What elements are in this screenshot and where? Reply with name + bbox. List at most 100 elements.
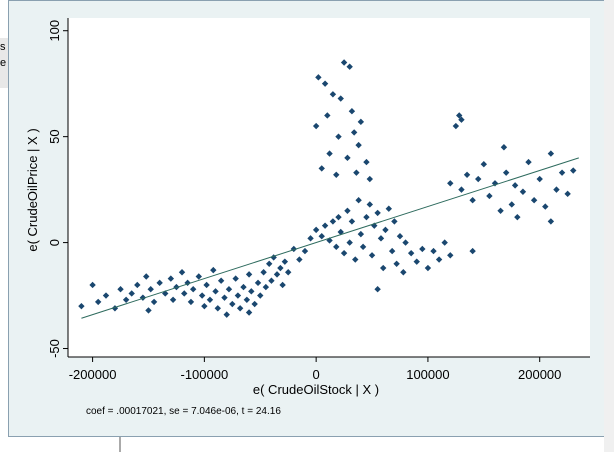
- point: [355, 141, 362, 149]
- point: [350, 129, 358, 136]
- point: [147, 286, 154, 293]
- point: [212, 288, 219, 295]
- point: [366, 201, 373, 208]
- point: [374, 209, 381, 217]
- point: [502, 169, 510, 176]
- point: [254, 279, 262, 287]
- point: [333, 243, 340, 251]
- y-axis-title: e( CrudeOilPrice | X ): [25, 128, 40, 251]
- point: [463, 171, 471, 178]
- point: [240, 283, 247, 291]
- point: [143, 273, 150, 280]
- point: [335, 133, 342, 140]
- point: [391, 218, 398, 225]
- point: [435, 256, 443, 263]
- side-panel: [0, 38, 10, 88]
- y-tick-label: 50: [47, 129, 62, 143]
- point: [324, 112, 331, 119]
- x-tick-label: 200000: [518, 367, 561, 382]
- point: [359, 243, 367, 251]
- point: [447, 180, 454, 187]
- point: [89, 281, 96, 289]
- point: [497, 207, 504, 215]
- point: [318, 233, 325, 240]
- point: [469, 197, 476, 204]
- point: [480, 160, 488, 168]
- point: [335, 213, 342, 221]
- point: [329, 91, 337, 98]
- point: [388, 247, 396, 255]
- point: [344, 207, 351, 215]
- point: [352, 256, 359, 263]
- point: [251, 300, 258, 308]
- point: [355, 197, 362, 204]
- point: [156, 279, 163, 287]
- x-tick-label: -200000: [69, 367, 117, 382]
- point: [363, 213, 370, 221]
- point: [452, 122, 460, 130]
- point: [315, 74, 322, 81]
- point: [285, 269, 292, 276]
- point: [198, 292, 206, 299]
- point: [348, 108, 356, 115]
- point: [500, 144, 508, 151]
- point: [374, 286, 381, 293]
- point: [248, 288, 255, 295]
- y-tick-label: 0: [47, 239, 62, 246]
- point: [419, 245, 426, 253]
- point: [329, 218, 337, 225]
- point: [307, 235, 314, 242]
- point: [514, 213, 521, 221]
- point: [547, 218, 555, 225]
- point: [221, 294, 228, 301]
- point: [189, 286, 197, 293]
- point: [102, 292, 110, 299]
- point: [553, 186, 560, 193]
- point: [475, 175, 482, 183]
- point: [321, 222, 329, 229]
- point: [234, 292, 242, 299]
- point: [424, 264, 432, 272]
- point: [382, 226, 389, 234]
- point: [243, 296, 251, 303]
- plot-region: [68, 18, 590, 357]
- point: [456, 112, 463, 119]
- point: [150, 298, 158, 306]
- point: [273, 271, 281, 278]
- point: [326, 237, 333, 244]
- point: [257, 292, 264, 299]
- point: [337, 95, 344, 102]
- point: [458, 116, 465, 123]
- point: [469, 247, 476, 255]
- point: [385, 205, 393, 212]
- point: [340, 59, 348, 66]
- point: [447, 252, 454, 259]
- point: [321, 80, 329, 87]
- point: [536, 175, 543, 183]
- point: [318, 165, 325, 172]
- point: [407, 249, 415, 257]
- point: [368, 252, 376, 259]
- fragment: e: [0, 57, 6, 69]
- point: [441, 239, 448, 246]
- point: [281, 258, 289, 265]
- point: [363, 158, 370, 166]
- point: [187, 298, 195, 306]
- point: [236, 305, 244, 312]
- point: [511, 182, 519, 189]
- point: [570, 167, 577, 174]
- point: [260, 269, 267, 276]
- point: [225, 286, 233, 293]
- point: [312, 226, 320, 234]
- point: [530, 197, 538, 204]
- point: [128, 290, 135, 297]
- point: [430, 247, 437, 255]
- point: [547, 150, 555, 157]
- side-panel: [604, 0, 614, 452]
- point: [400, 269, 407, 276]
- point: [312, 122, 320, 130]
- point: [353, 169, 360, 176]
- point: [377, 235, 385, 242]
- point: [357, 118, 365, 126]
- point: [203, 281, 210, 289]
